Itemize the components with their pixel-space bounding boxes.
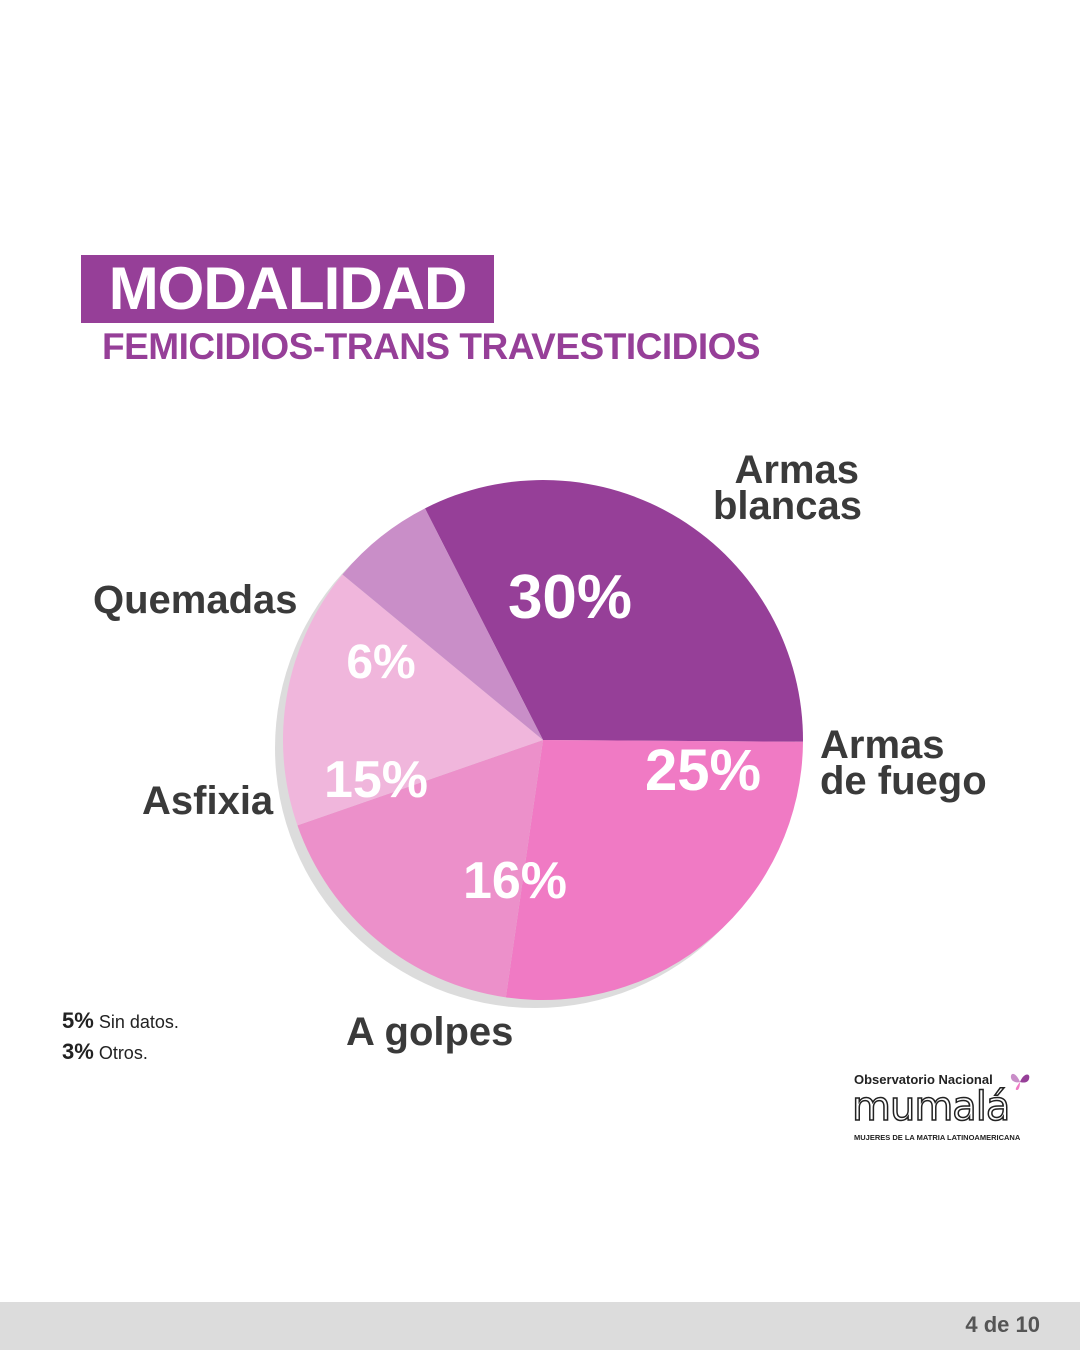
pct-quemadas: 6%: [346, 636, 416, 689]
label-line: Armas: [820, 723, 945, 767]
pct-armas-de-fuego: 25%: [644, 738, 762, 803]
footer-bar: 4 de 10: [0, 1302, 1080, 1350]
pie-slice-asfixia: [283, 574, 543, 826]
pct-asfixia: 15%: [323, 751, 429, 809]
logo-wordmark: mumalá: [851, 1083, 1011, 1131]
label-line: Armas: [734, 448, 859, 492]
label-line: Quemadas: [93, 578, 298, 622]
footnotes: 5% Sin datos. 3% Otros.: [62, 1006, 179, 1068]
title-banner: MODALIDAD: [81, 255, 494, 323]
logo-line-1: Observatorio Nacional: [854, 1072, 993, 1087]
pie-slice-armas-blancas: [424, 480, 803, 742]
note-otros: 3% Otros.: [62, 1037, 179, 1068]
pie-slice-a-golpes: [297, 740, 543, 998]
pie-slice-armas-de-fuego: [505, 740, 803, 1001]
note-value: 3%: [62, 1039, 94, 1064]
note-text: Otros.: [98, 1043, 148, 1063]
page-subtitle: FEMICIDIOS-TRANS TRAVESTICIDIOS: [102, 326, 761, 367]
logo-line-3: MUJERES DE LA MATRIA LATINOAMERICANA: [854, 1133, 1021, 1142]
pct-armas-blancas: 30%: [507, 563, 633, 632]
note-sin-datos: 5% Sin datos.: [62, 1006, 179, 1037]
label-quemadas: Quemadas: [93, 578, 298, 622]
label-line: blancas: [713, 484, 862, 528]
mumala-logo: Observatorio Nacional mumalá MUJERES DE …: [851, 1070, 1032, 1145]
note-text: Sin datos.: [98, 1012, 179, 1032]
note-value: 5%: [62, 1008, 94, 1033]
label-armas-blancas: Armas blancas: [713, 448, 862, 528]
label-armas-de-fuego: Armas de fuego: [820, 723, 987, 803]
label-line: de fuego: [820, 759, 987, 803]
label-line: A golpes: [346, 1010, 514, 1054]
label-line: Asfixia: [142, 779, 274, 823]
butterfly-icon: [1010, 1073, 1030, 1090]
label-asfixia: Asfixia: [142, 779, 274, 823]
page-title: MODALIDAD: [108, 255, 468, 322]
label-a-golpes: A golpes: [346, 1010, 514, 1054]
pie-slice-quemadas: [342, 508, 543, 740]
page-number: 4 de 10: [965, 1312, 1040, 1337]
pct-a-golpes: 16%: [462, 852, 568, 910]
